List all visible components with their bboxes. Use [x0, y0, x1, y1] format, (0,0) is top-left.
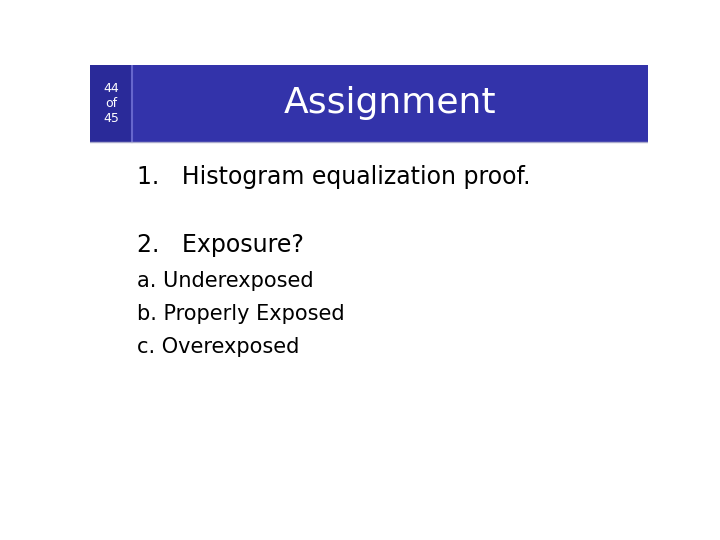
Text: 2.   Exposure?: 2. Exposure? [138, 233, 305, 257]
Text: b. Properly Exposed: b. Properly Exposed [138, 304, 345, 324]
FancyBboxPatch shape [90, 65, 648, 141]
Text: c. Overexposed: c. Overexposed [138, 337, 300, 357]
Text: a. Underexposed: a. Underexposed [138, 271, 314, 291]
Text: 1.   Histogram equalization proof.: 1. Histogram equalization proof. [138, 165, 531, 188]
Text: Assignment: Assignment [284, 86, 496, 120]
Text: 44
of
45: 44 of 45 [103, 82, 119, 125]
FancyBboxPatch shape [90, 65, 132, 141]
